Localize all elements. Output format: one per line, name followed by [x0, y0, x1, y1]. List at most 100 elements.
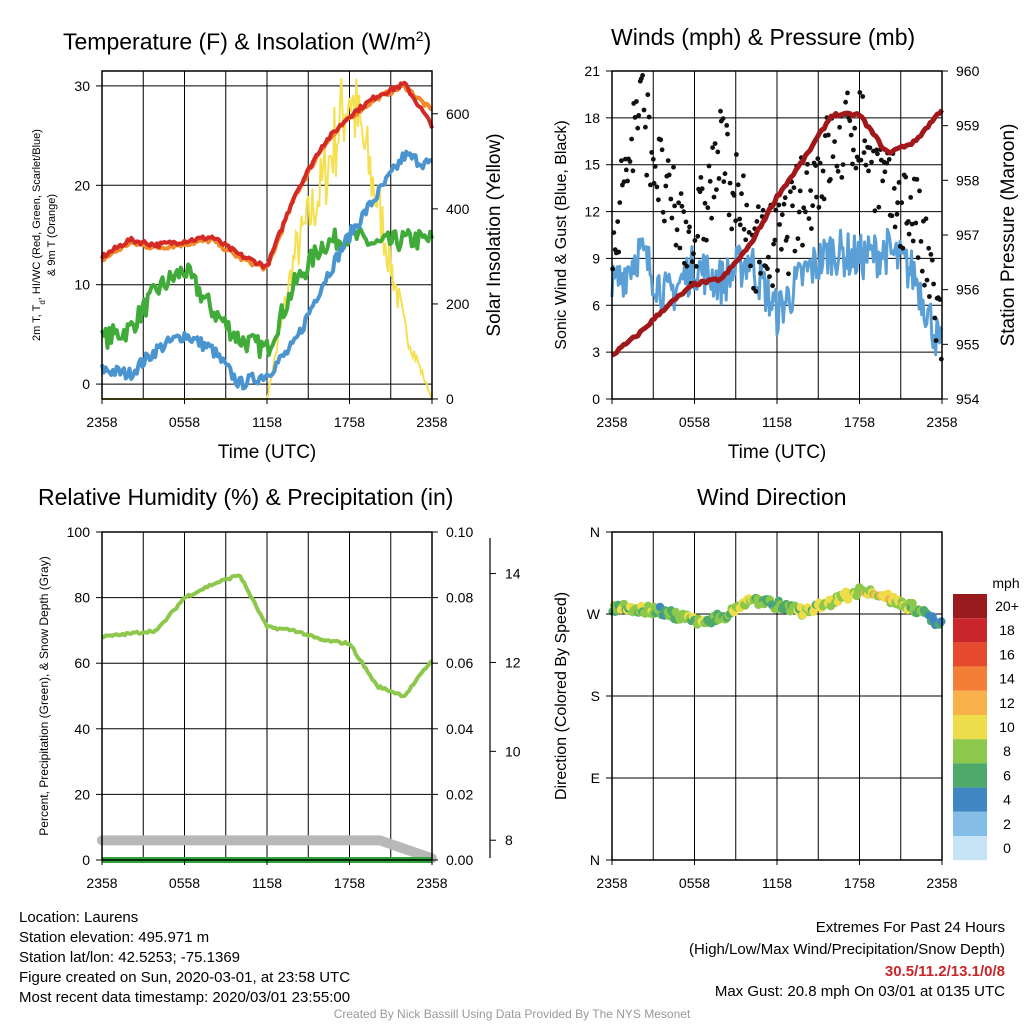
- gust-point: [635, 125, 641, 131]
- y-tick-label: N: [590, 852, 600, 868]
- right-tick-label: 959: [956, 118, 980, 134]
- legend-swatch: [953, 787, 987, 812]
- gust-point: [625, 178, 630, 184]
- gust-point: [779, 246, 784, 252]
- rh-panel: 2358 0558 1158 1758 2358 0 20 40 60 80 100 0.00 0.02…: [37, 524, 521, 891]
- gust-point: [886, 157, 892, 162]
- gust-point: [733, 218, 738, 224]
- series-2mt-line: [100, 80, 434, 270]
- gust-point: [875, 151, 880, 157]
- legend-label: 8: [1003, 743, 1011, 759]
- pressure-line: [610, 108, 945, 358]
- gust-point: [739, 191, 744, 197]
- x-axis-label: Time (UTC): [218, 442, 317, 463]
- gust-point: [889, 213, 895, 219]
- y-tick-label: 20: [74, 177, 90, 193]
- gust-point: [832, 139, 837, 145]
- gust-point: [689, 259, 695, 265]
- temp-panel-title: Temperature (F) & Insolation (W/m2): [63, 28, 431, 56]
- gust-point: [645, 92, 651, 98]
- right-tick-label: 956: [956, 282, 980, 298]
- snow-tick-label: 10: [505, 743, 521, 759]
- legend-swatch: [953, 618, 987, 643]
- sonic-wind-line: [610, 227, 944, 357]
- gust-point: [891, 186, 897, 191]
- gust-point: [652, 164, 658, 169]
- gust-point: [882, 169, 888, 175]
- gust-point: [656, 197, 661, 203]
- direction-point: [908, 599, 917, 608]
- gust-point: [862, 138, 868, 144]
- y-tick-label: 100: [67, 524, 91, 540]
- gust-point: [800, 242, 805, 248]
- gust-point: [659, 147, 665, 153]
- gust-point: [923, 216, 929, 222]
- temp-title-sup: 2: [415, 28, 424, 44]
- gust-point: [741, 173, 746, 179]
- gust-point: [658, 137, 664, 143]
- direction-panel-title: Wind Direction: [697, 484, 847, 510]
- gust-point: [803, 209, 808, 215]
- x-tick-label: 1758: [334, 414, 365, 430]
- gust-point: [825, 132, 831, 138]
- x-tick-label: 2358: [596, 414, 627, 430]
- gust-point: [753, 289, 759, 294]
- gust-point: [650, 156, 656, 162]
- gust-point: [848, 132, 854, 138]
- gust-point: [729, 226, 735, 232]
- gust-point: [674, 227, 680, 233]
- gust-point: [900, 245, 906, 251]
- gust-point: [840, 162, 846, 168]
- right-tick-label: 600: [446, 106, 470, 122]
- gust-point: [892, 224, 898, 230]
- gust-point: [724, 123, 730, 128]
- x-tick-label: 2358: [926, 414, 957, 430]
- gust-point: [801, 205, 807, 211]
- gust-point: [929, 257, 935, 263]
- gust-point: [874, 147, 879, 153]
- gust-point: [928, 252, 934, 257]
- gust-point: [876, 204, 882, 210]
- gust-point: [630, 168, 636, 174]
- y-axis-label-line2: & 9m T (Orange): [46, 194, 58, 276]
- legend-label: 0: [1003, 840, 1011, 856]
- legend-label: 12: [999, 695, 1015, 711]
- y-axis-label-line1: 2m T, Td, HI/WC (Red, Green, Scarlet/Blu…: [31, 129, 47, 341]
- legend-swatch: [953, 739, 987, 764]
- y-tick-label: 3: [592, 344, 600, 360]
- gust-point: [693, 264, 699, 269]
- gust-point: [850, 161, 855, 167]
- legend-swatch: [953, 690, 987, 715]
- x-tick-label: 1158: [762, 875, 792, 891]
- right-tick-label: 957: [956, 227, 980, 243]
- gust-point: [880, 178, 886, 184]
- gust-point: [830, 154, 836, 160]
- gust-point: [772, 237, 778, 243]
- gust-point: [686, 229, 692, 235]
- gust-point: [839, 175, 845, 180]
- gust-point: [737, 222, 743, 228]
- gust-point: [671, 164, 676, 170]
- gust-point: [695, 233, 701, 239]
- x-tick-label: 2358: [86, 875, 117, 891]
- gust-point: [643, 124, 648, 130]
- gust-point: [627, 159, 633, 164]
- gust-point: [784, 234, 790, 240]
- gust-point: [847, 118, 853, 124]
- credit-text: Created By Nick Bassill Using Data Provi…: [333, 1007, 691, 1021]
- legend-label: 16: [999, 646, 1015, 662]
- snow-tick-label: 8: [505, 832, 513, 848]
- gust-point: [678, 191, 684, 197]
- legend-swatch: [953, 715, 987, 740]
- gust-point: [790, 203, 795, 209]
- legend-label: 10: [999, 719, 1015, 735]
- legend-swatch: [953, 594, 987, 619]
- gust-point: [698, 175, 704, 180]
- gust-point: [746, 230, 752, 235]
- gust-point: [756, 259, 762, 265]
- gust-point: [786, 271, 791, 277]
- elevation-text: Station elevation: 495.971 m: [19, 929, 210, 946]
- right-axis-label: Solar Insolation (Yellow): [484, 133, 505, 336]
- gust-point: [709, 215, 714, 221]
- gust-point: [917, 188, 922, 194]
